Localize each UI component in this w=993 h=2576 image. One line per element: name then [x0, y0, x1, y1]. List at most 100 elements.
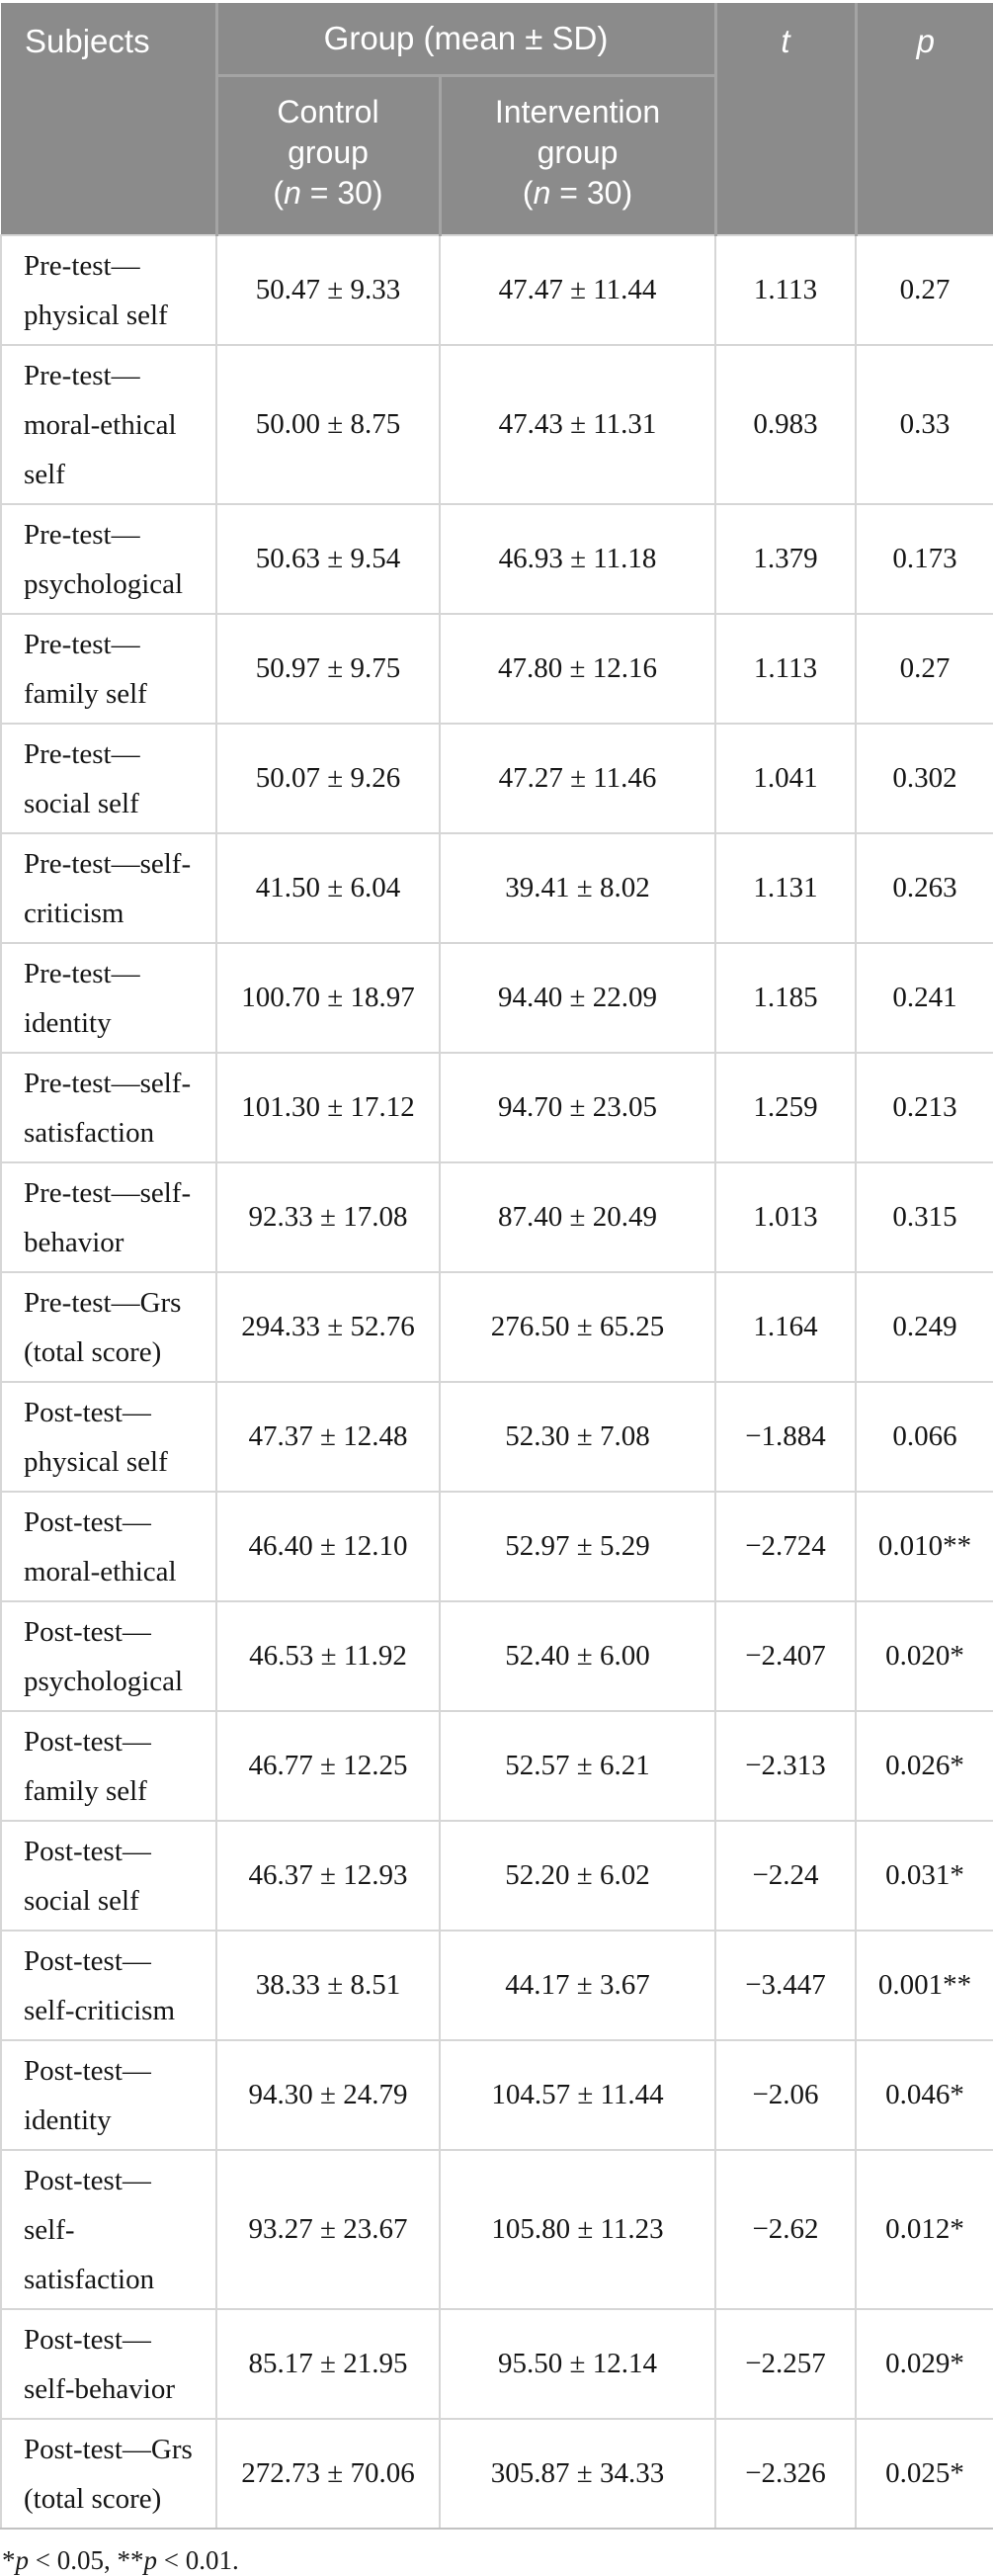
cell-intervention-mean-sd: 95.50 ± 12.14: [438, 2308, 717, 2420]
row-subject-label: Post-test—Grs (total score): [0, 2418, 217, 2530]
cell-t-value: −2.62: [714, 2149, 858, 2310]
table-row: Post-test— self-behavior 85.17 ± 21.95 95.5…: [0, 2308, 993, 2420]
cell-t-value: 1.013: [714, 1161, 858, 1273]
row-subject-label: Pre-test—self-behavior: [0, 1161, 217, 1273]
cell-t-value: 1.164: [714, 1271, 858, 1383]
cell-p-value: 0.012*: [855, 2149, 993, 2310]
intervention-group-label-line1: Intervention: [494, 94, 661, 129]
cell-control-mean-sd: 101.30 ± 17.12: [215, 1052, 441, 1163]
column-header-intervention-group: Intervention group (n = 30): [438, 75, 716, 235]
cell-t-value: 1.041: [714, 723, 858, 834]
cell-control-mean-sd: 94.30 ± 24.79: [215, 2039, 441, 2151]
cell-t-value: 0.983: [714, 344, 858, 505]
cell-t-value: 1.185: [714, 942, 858, 1054]
cell-p-value: 0.026*: [855, 1710, 993, 1822]
cell-intervention-mean-sd: 44.17 ± 3.67: [438, 1930, 717, 2041]
cell-t-value: −2.407: [714, 1600, 858, 1712]
table-body: Pre-test— physical self 50.47 ± 9.33 47.47 …: [0, 234, 993, 2530]
row-subject-label: Post-test— psychological: [0, 1600, 217, 1712]
cell-p-value: 0.213: [855, 1052, 993, 1163]
table-row: Post-test—Grs (total score) 272.73 ± 70.06…: [0, 2418, 993, 2530]
cell-p-value: 0.046*: [855, 2039, 993, 2151]
table-row: Pre-test—self-behavior 92.33 ± 17.08 87.40…: [0, 1161, 993, 1273]
cell-control-mean-sd: 47.37 ± 12.48: [215, 1381, 441, 1493]
cell-control-mean-sd: 50.00 ± 8.75: [215, 344, 441, 505]
cell-control-mean-sd: 85.17 ± 21.95: [215, 2308, 441, 2420]
cell-intervention-mean-sd: 47.43 ± 11.31: [438, 344, 717, 505]
cell-intervention-mean-sd: 276.50 ± 65.25: [438, 1271, 717, 1383]
cell-intervention-mean-sd: 305.87 ± 34.33: [438, 2418, 717, 2530]
row-subject-label: Post-test— identity: [0, 2039, 217, 2151]
row-subject-label: Post-test— self-behavior: [0, 2308, 217, 2420]
significance-footnote: *p < 0.05, **p < 0.01.: [2, 2545, 239, 2575]
row-subject-label: Post-test— self-satisfaction: [0, 2149, 217, 2310]
cell-t-value: −2.24: [714, 1820, 858, 1932]
cell-p-value: 0.241: [855, 942, 993, 1054]
table-row: Pre-test— social self 50.07 ± 9.26 47.27 ± …: [0, 723, 993, 834]
row-subject-label: Pre-test— psychological: [0, 503, 217, 615]
table-row: Post-test— identity 94.30 ± 24.79 104.57 ± …: [0, 2039, 993, 2151]
row-subject-label: Post-test— moral-ethical: [0, 1491, 217, 1602]
cell-p-value: 0.025*: [855, 2418, 993, 2530]
column-header-p: p: [854, 3, 993, 235]
intervention-group-label-line2: group: [537, 134, 619, 170]
table-row: Post-test— family self 46.77 ± 12.25 52.57 …: [0, 1710, 993, 1822]
cell-intervention-mean-sd: 47.80 ± 12.16: [438, 613, 717, 725]
row-subject-label: Pre-test— family self: [0, 613, 217, 725]
column-header-control-group: Control group (n = 30): [214, 75, 440, 235]
cell-intervention-mean-sd: 46.93 ± 11.18: [438, 503, 717, 615]
cell-p-value: 0.031*: [855, 1820, 993, 1932]
cell-p-value: 0.315: [855, 1161, 993, 1273]
column-header-subjects: Subjects: [1, 3, 216, 235]
cell-intervention-mean-sd: 104.57 ± 11.44: [438, 2039, 717, 2151]
cell-intervention-mean-sd: 52.97 ± 5.29: [438, 1491, 717, 1602]
row-subject-label: Post-test— social self: [0, 1820, 217, 1932]
cell-intervention-mean-sd: 94.70 ± 23.05: [438, 1052, 717, 1163]
control-group-label-line2: group: [288, 134, 369, 170]
cell-control-mean-sd: 46.53 ± 11.92: [215, 1600, 441, 1712]
cell-p-value: 0.263: [855, 832, 993, 944]
row-subject-label: Pre-test— social self: [0, 723, 217, 834]
cell-p-value: 0.029*: [855, 2308, 993, 2420]
row-subject-label: Post-test— physical self: [0, 1381, 217, 1493]
table-header: Subjects Group (mean ± SD) t p Control g…: [1, 3, 993, 235]
cell-control-mean-sd: 46.37 ± 12.93: [215, 1820, 441, 1932]
cell-control-mean-sd: 50.47 ± 9.33: [215, 234, 441, 346]
table-row: Pre-test— family self 50.97 ± 9.75 47.80 ± …: [0, 613, 993, 725]
cell-intervention-mean-sd: 52.57 ± 6.21: [438, 1710, 717, 1822]
table-row: Pre-test—self-criticism 41.50 ± 6.04 39.41…: [0, 832, 993, 944]
cell-t-value: 1.259: [714, 1052, 858, 1163]
column-header-group-mean-sd: Group (mean ± SD): [214, 3, 716, 77]
cell-control-mean-sd: 46.77 ± 12.25: [215, 1710, 441, 1822]
row-subject-label: Post-test— self-criticism: [0, 1930, 217, 2041]
cell-p-value: 0.33: [855, 344, 993, 505]
control-group-n-count: (n = 30): [273, 175, 383, 211]
cell-intervention-mean-sd: 39.41 ± 8.02: [438, 832, 717, 944]
cell-p-value: 0.27: [855, 234, 993, 346]
table-row: Post-test— moral-ethical 46.40 ± 12.10 52.9…: [0, 1491, 993, 1602]
cell-intervention-mean-sd: 47.27 ± 11.46: [438, 723, 717, 834]
cell-control-mean-sd: 50.97 ± 9.75: [215, 613, 441, 725]
row-subject-label: Pre-test— moral-ethical self: [0, 344, 217, 505]
cell-p-value: 0.302: [855, 723, 993, 834]
cell-p-value: 0.001**: [855, 1930, 993, 2041]
cell-control-mean-sd: 50.63 ± 9.54: [215, 503, 441, 615]
cell-control-mean-sd: 272.73 ± 70.06: [215, 2418, 441, 2530]
cell-control-mean-sd: 46.40 ± 12.10: [215, 1491, 441, 1602]
cell-t-value: −2.257: [714, 2308, 858, 2420]
cell-t-value: −2.06: [714, 2039, 858, 2151]
row-subject-label: Pre-test— physical self: [0, 234, 217, 346]
table-row: Post-test— psychological 46.53 ± 11.92 52.4…: [0, 1600, 993, 1712]
cell-p-value: 0.010**: [855, 1491, 993, 1602]
row-subject-label: Pre-test—Grs (total score): [0, 1271, 217, 1383]
cell-control-mean-sd: 93.27 ± 23.67: [215, 2149, 441, 2310]
cell-control-mean-sd: 100.70 ± 18.97: [215, 942, 441, 1054]
cell-p-value: 0.020*: [855, 1600, 993, 1712]
cell-t-value: −2.724: [714, 1491, 858, 1602]
table-row: Pre-test—self-satisfaction 101.30 ± 17.12…: [0, 1052, 993, 1163]
row-subject-label: Post-test— family self: [0, 1710, 217, 1822]
table-row: Pre-test— psychological 50.63 ± 9.54 46.93 …: [0, 503, 993, 615]
cell-p-value: 0.249: [855, 1271, 993, 1383]
cell-intervention-mean-sd: 87.40 ± 20.49: [438, 1161, 717, 1273]
cell-t-value: 1.379: [714, 503, 858, 615]
